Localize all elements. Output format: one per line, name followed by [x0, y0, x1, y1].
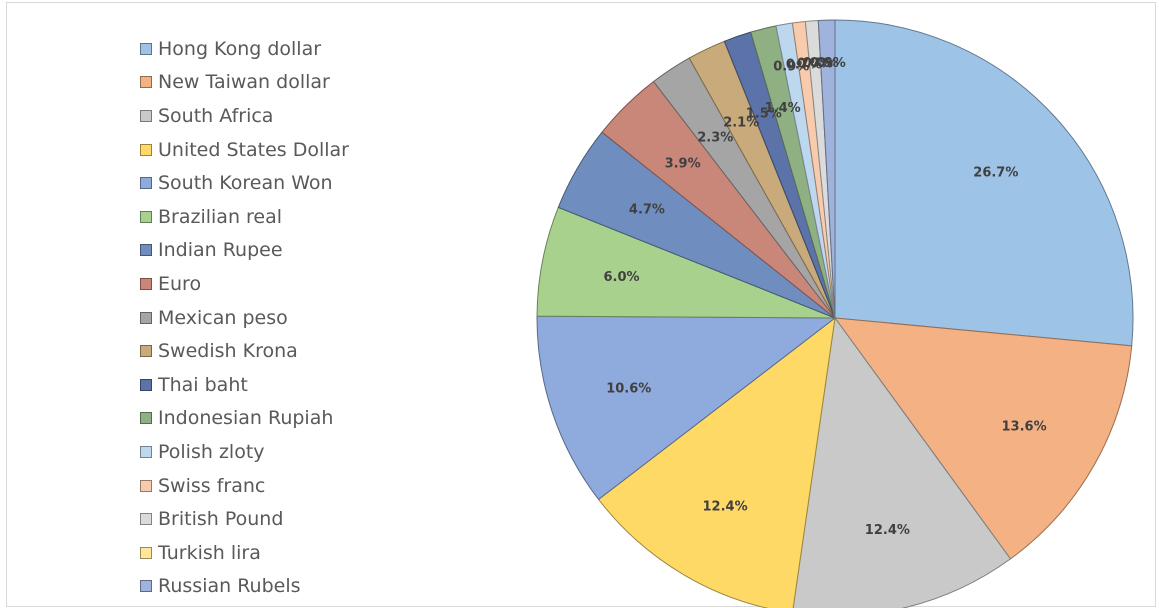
data-label-british-pound: 0.7% [797, 56, 833, 71]
legend-swatch [140, 513, 152, 526]
legend-swatch [140, 143, 152, 156]
legend-item-swedish-krona: Swedish Krona [140, 334, 349, 368]
legend-label: New Taiwan dollar [158, 71, 330, 94]
legend-swatch [140, 479, 152, 492]
legend-swatch [140, 412, 152, 425]
pie-slice-russian-rubels [817, 19, 836, 319]
data-label-united-states-dollar: 12.4% [703, 500, 748, 515]
legend-item-south-korean-won: South Korean Won [140, 166, 349, 200]
pie-slice-south-africa [792, 316, 1012, 608]
legend-swatch [140, 244, 152, 257]
legend-label: Polish zloty [158, 440, 265, 463]
legend-item-polish-zloty: Polish zloty [140, 435, 349, 469]
data-label-thai-baht: 1.5% [746, 106, 782, 121]
pie-slice-united-states-dollar [597, 316, 836, 608]
legend-swatch [140, 210, 152, 223]
legend-swatch [140, 177, 152, 190]
pie-slice-new-taiwan-dollar [833, 317, 1133, 560]
data-label-indonesian-rupiah: 1.4% [765, 101, 801, 116]
legend-swatch [140, 76, 152, 89]
legend-label: Indonesian Rupiah [158, 407, 334, 430]
legend-label: Indian Rupee [158, 239, 283, 262]
legend-item-united-states-dollar: United States Dollar [140, 133, 349, 167]
legend-label: Turkish lira [158, 541, 261, 564]
pie-slice-hong-kong-dollar [834, 19, 1134, 347]
legend-item-thai-baht: Thai baht [140, 368, 349, 402]
legend-label: South Korean Won [158, 172, 333, 195]
data-label-hong-kong-dollar: 26.7% [973, 166, 1018, 181]
legend-label: Mexican peso [158, 306, 288, 329]
data-label-polish-zloty: 0.9% [773, 59, 809, 74]
legend-item-indian-rupee: Indian Rupee [140, 234, 349, 268]
data-label-russian-rubels: 0.9% [810, 56, 846, 71]
pie-slice-south-korean-won [536, 315, 837, 501]
data-label-brazilian-real: 6.0% [603, 270, 639, 285]
legend-item-swiss-franc: Swiss franc [140, 469, 349, 503]
data-label-indian-rupee: 4.7% [629, 203, 665, 218]
legend-swatch [140, 580, 152, 593]
data-label-swedish-krona: 2.1% [723, 116, 759, 131]
legend-label: South Africa [158, 104, 274, 127]
legend-swatch [140, 42, 152, 55]
data-label-mexican-peso: 2.3% [697, 130, 733, 145]
legend-item-russian-rubels: Russian Rubels [140, 570, 349, 604]
legend-swatch [140, 378, 152, 391]
legend-swatch [140, 445, 152, 458]
legend-item-turkish-lira: Turkish lira [140, 536, 349, 570]
data-label-south-korean-won: 10.6% [606, 381, 651, 396]
legend-swatch [140, 277, 152, 290]
data-label-new-taiwan-dollar: 13.6% [1002, 420, 1047, 435]
legend-swatch [140, 109, 152, 122]
legend-label: Brazilian real [158, 205, 283, 228]
legend-label: United States Dollar [158, 138, 349, 161]
data-label-south-africa: 12.4% [865, 523, 910, 538]
legend-item-hong-kong-dollar: Hong Kong dollar [140, 32, 349, 66]
legend-swatch [140, 345, 152, 358]
legend-item-euro: Euro [140, 267, 349, 301]
legend-item-south-africa: South Africa [140, 99, 349, 133]
legend: Hong Kong dollar New Taiwan dollar South A… [140, 32, 349, 603]
legend-swatch [140, 311, 152, 324]
legend-label: Hong Kong dollar [158, 37, 322, 60]
legend-label: Thai baht [158, 373, 248, 396]
legend-item-mexican-peso: Mexican peso [140, 301, 349, 335]
data-label-turkish-lira: 0.0% [803, 56, 839, 71]
legend-label: Russian Rubels [158, 575, 301, 598]
legend-swatch [140, 546, 152, 559]
legend-item-british-pound: British Pound [140, 502, 349, 536]
data-label-swiss-franc: 0.7% [786, 58, 822, 73]
legend-label: Swiss franc [158, 474, 266, 497]
legend-label: Swedish Krona [158, 340, 298, 363]
legend-label: British Pound [158, 508, 284, 531]
legend-item-new-taiwan-dollar: New Taiwan dollar [140, 66, 349, 100]
legend-item-indonesian-rupiah: Indonesian Rupiah [140, 402, 349, 436]
data-label-euro: 3.9% [665, 157, 701, 172]
legend-item-brazilian-real: Brazilian real [140, 200, 349, 234]
legend-label: Euro [158, 272, 202, 295]
